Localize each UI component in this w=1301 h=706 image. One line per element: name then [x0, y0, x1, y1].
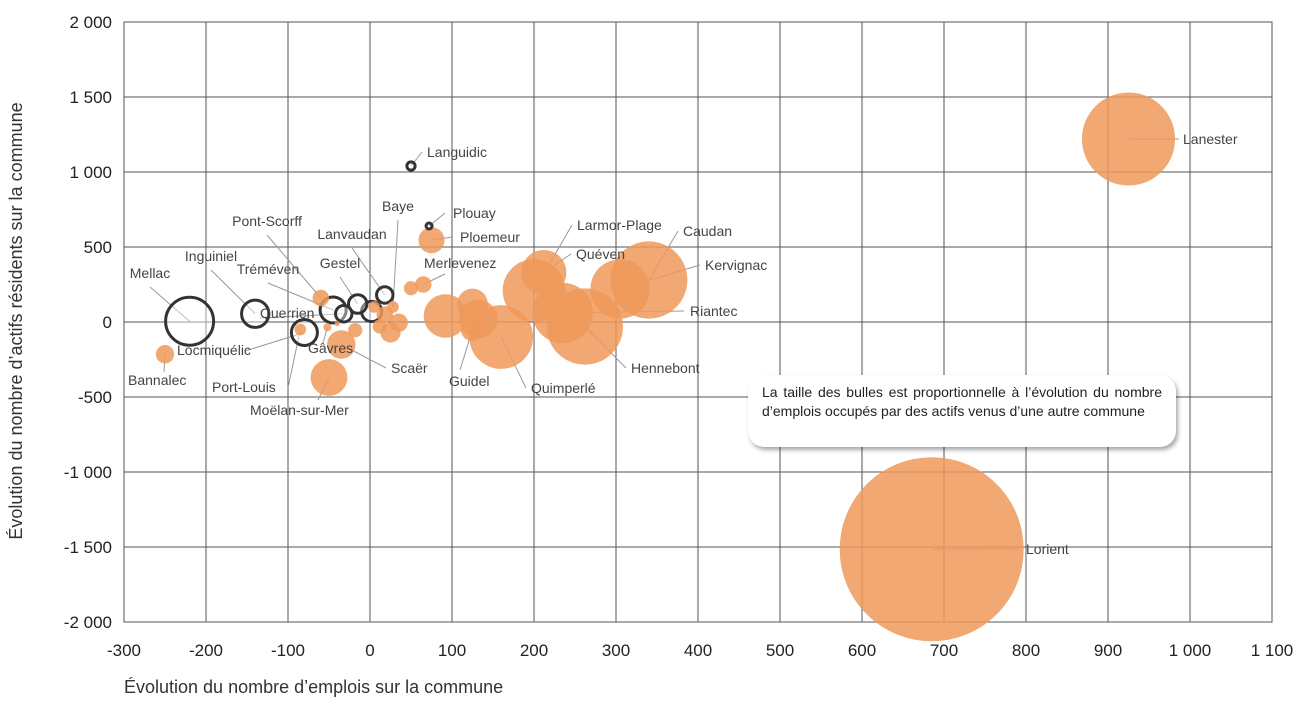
x-tick-label: 100	[438, 641, 466, 660]
y-tick-label: 2 000	[69, 13, 112, 32]
label-gestel: Gestel	[320, 255, 360, 271]
x-tick-label: 400	[684, 641, 712, 660]
bubble-size-note: La taille des bulles est proportionnelle…	[748, 375, 1176, 447]
connector-port-louis	[287, 329, 301, 389]
label-merlevenez: Merlevenez	[424, 255, 496, 271]
label-qu-ven: Quéven	[576, 246, 625, 262]
label-kervignac: Kervignac	[705, 257, 767, 273]
x-tick-label: 0	[365, 641, 374, 660]
label-larmor-plage: Larmor-Plage	[577, 217, 662, 233]
bubble-lanvaudan	[375, 285, 395, 305]
bubble-gestel	[347, 293, 369, 315]
label-mo-lan-sur-mer: Moëlan-sur-Mer	[250, 402, 349, 418]
y-tick-label: -500	[78, 388, 112, 407]
label-baye: Baye	[382, 198, 414, 214]
label-caudan: Caudan	[683, 223, 732, 239]
connector-mellac	[149, 286, 190, 322]
label-lanvaudan: Lanvaudan	[317, 226, 386, 242]
bubble-mo-lan-sur-mer	[310, 359, 348, 396]
x-tick-label: -100	[271, 641, 305, 660]
bubble-lorient	[839, 457, 1024, 642]
x-axis-title: Évolution du nombre d’emplois sur la com…	[124, 677, 503, 697]
bubble-unlabeled	[423, 294, 468, 338]
y-tick-label: 1 000	[69, 163, 112, 182]
bubble-unlabeled	[389, 313, 408, 332]
connector-querrien	[259, 313, 344, 319]
y-tick-label: 1 500	[69, 88, 112, 107]
bubble-plouay	[424, 221, 434, 231]
label-riantec: Riantec	[690, 303, 737, 319]
bubble-lanester	[1081, 92, 1176, 186]
x-tick-label: 1 100	[1251, 641, 1294, 660]
x-tick-label: 200	[520, 641, 548, 660]
bubble-guidel	[460, 317, 485, 342]
label-g-vres: Gâvres	[308, 340, 353, 356]
y-tick-label: -1 500	[64, 538, 112, 557]
bubble-unlabeled	[334, 320, 340, 327]
bubble-merlevenez	[415, 276, 432, 293]
bubbles	[155, 92, 1176, 642]
label-hennebont: Hennebont	[631, 360, 700, 376]
bubble-bannalec	[155, 345, 175, 364]
bubble-pont-scorff	[312, 289, 330, 307]
x-tick-label: 600	[848, 641, 876, 660]
bubble-querrien	[334, 304, 354, 324]
bubble-unlabeled	[457, 288, 488, 320]
bubble-kervignac	[590, 259, 650, 319]
bubble-riantec	[532, 282, 593, 344]
bubble-baye	[387, 301, 399, 313]
x-tick-label: -300	[107, 641, 141, 660]
label-mellac: Mellac	[130, 265, 170, 281]
label-querrien: Querrien	[260, 305, 314, 321]
bubble-sca-r	[327, 330, 356, 359]
label-lanester: Lanester	[1183, 131, 1238, 147]
label-ploemeur: Ploemeur	[460, 229, 520, 245]
label-guidel: Guidel	[449, 373, 489, 389]
x-tick-label: 500	[766, 641, 794, 660]
label-locmiqu-lic: Locmiquélic	[177, 342, 251, 358]
bubble-unlabeled	[372, 319, 387, 334]
bubble-g-vres	[323, 323, 332, 332]
label-lorient: Lorient	[1026, 541, 1069, 557]
x-tick-label: 800	[1012, 641, 1040, 660]
label-tr-m-ven: Tréméven	[237, 261, 300, 277]
connector-inguiniel	[210, 269, 256, 315]
bubble-port-louis	[294, 323, 307, 336]
tick-labels: -300 -200 -100 0 100 200 300 400 500 600 700 800 900…	[64, 13, 1293, 660]
label-pont-scorff: Pont-Scorff	[232, 213, 302, 229]
y-tick-label: 500	[84, 238, 112, 257]
bubble-inguiniel	[240, 298, 271, 329]
label-bannalec: Bannalec	[128, 372, 186, 388]
y-axis-title: Évolution du nombre d’actifs résidents s…	[6, 102, 26, 539]
x-tick-label: 1 000	[1169, 641, 1212, 660]
connector-locmiqu-lic	[244, 332, 305, 352]
bubble-qu-ven	[521, 249, 567, 296]
bubble-mellac	[164, 295, 216, 347]
x-tick-label: 700	[930, 641, 958, 660]
label-languidic: Languidic	[427, 144, 487, 160]
label-port-louis: Port-Louis	[212, 379, 276, 395]
label-quimperl-: Quimperlé	[531, 380, 596, 396]
y-tick-label: -2 000	[64, 613, 112, 632]
bubble-languidic	[405, 160, 417, 172]
bubble-unlabeled	[348, 323, 363, 338]
bubble-labels: Lorient Lanester Languidic Plouay Ploemeur Ba…	[128, 131, 1238, 557]
label-inguiniel: Inguiniel	[185, 248, 237, 264]
bubble-unlabeled	[403, 281, 419, 296]
label-plouay: Plouay	[453, 205, 496, 221]
x-tick-label: 900	[1094, 641, 1122, 660]
y-tick-label: 0	[103, 313, 112, 332]
y-tick-label: -1 000	[64, 463, 112, 482]
x-tick-label: 300	[602, 641, 630, 660]
connector-gestel	[339, 276, 359, 305]
bubble-ploemeur	[418, 227, 445, 254]
bubble-unlabeled	[368, 301, 380, 313]
x-tick-label: -200	[189, 641, 223, 660]
connector-pont-scorff	[266, 234, 322, 299]
label-sca-r: Scaër	[391, 360, 428, 376]
